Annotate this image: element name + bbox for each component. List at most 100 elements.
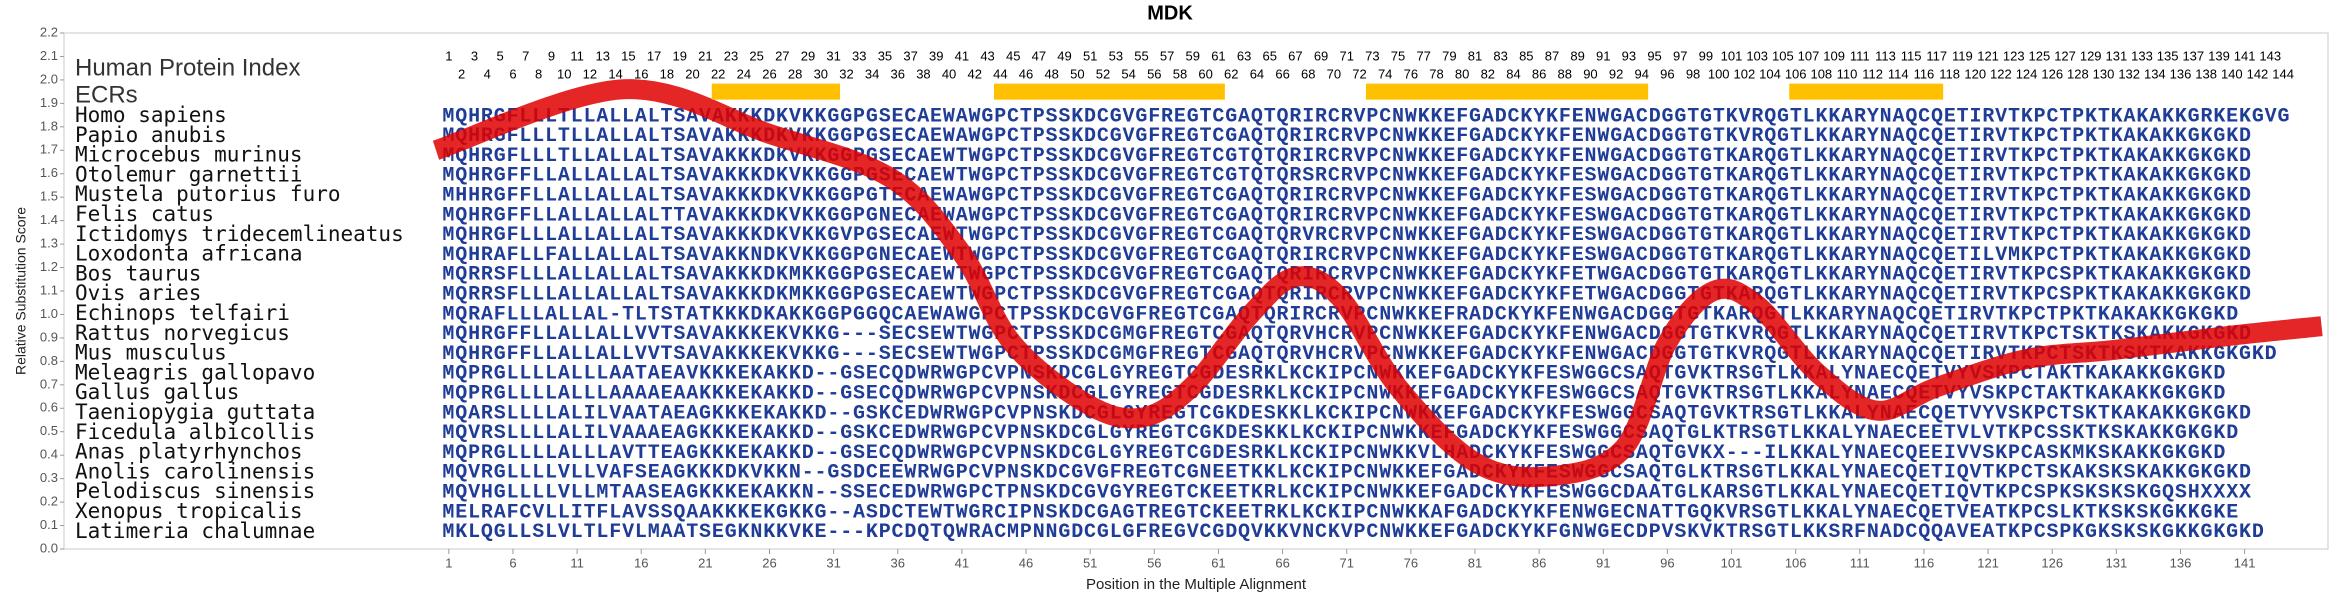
species-name: Echinops telfairi — [75, 301, 290, 325]
x-tick-label: 111 — [1850, 555, 1870, 570]
y-tick-label: 0.3 — [40, 470, 58, 485]
position-number: 54 — [1121, 66, 1135, 81]
x-tick-label: 71 — [1339, 555, 1353, 570]
ecr-bar — [711, 83, 841, 100]
position-number: 27 — [775, 48, 789, 63]
x-tick-label: 26 — [762, 555, 776, 570]
position-number: 28 — [788, 66, 802, 81]
position-number: 81 — [1468, 48, 1482, 63]
position-number: 116 — [1914, 66, 1935, 81]
y-tick-label: 2.2 — [40, 24, 58, 39]
position-number: 33 — [852, 48, 866, 63]
species-name: Latimeria chalumnae — [75, 519, 315, 543]
position-number: 119 — [1952, 48, 1973, 63]
position-number: 103 — [1746, 48, 1768, 63]
position-number: 88 — [1558, 66, 1572, 81]
sequence: MQPRGLLLLALLLAVTTEAGKKKEKAKKD--GSECQDWRW… — [442, 442, 2225, 465]
sequence: MQVRGLLLLVLLVAFSEAGKKKDKVKKN--GSDCEEWRWG… — [442, 462, 2251, 485]
position-number: 112 — [1862, 66, 1883, 81]
sequence: MQHRGFLLLTLLALLALTSAVAKKKDKVKKGGPGSECAEW… — [442, 145, 2251, 168]
position-number: 17 — [647, 48, 661, 63]
position-number: 125 — [2029, 48, 2051, 63]
position-number: 25 — [749, 48, 763, 63]
x-tick-label: 141 — [2234, 555, 2256, 570]
x-tick-label: 6 — [509, 555, 516, 570]
position-number: 96 — [1660, 66, 1674, 81]
species-name: Loxodonta africana — [75, 242, 303, 266]
position-number: 37 — [903, 48, 917, 63]
x-tick-label: 61 — [1211, 555, 1225, 570]
y-tick-label: 0.0 — [40, 540, 58, 555]
position-number: 15 — [621, 48, 635, 63]
y-tick-label: 1.4 — [40, 212, 58, 227]
species-name: Otolemur garnettii — [75, 162, 303, 186]
y-tick-label: 1.3 — [40, 236, 58, 251]
position-number: 11 — [570, 48, 584, 63]
position-number: 8 — [535, 66, 542, 81]
x-tick-label: 41 — [955, 555, 969, 570]
position-number: 49 — [1057, 48, 1071, 63]
position-number: 83 — [1493, 48, 1507, 63]
position-number: 143 — [2259, 48, 2281, 63]
position-number: 51 — [1083, 48, 1097, 63]
position-number: 98 — [1686, 66, 1700, 81]
position-number: 115 — [1901, 48, 1922, 63]
position-number: 93 — [1622, 48, 1636, 63]
position-number: 74 — [1378, 66, 1392, 81]
position-number: 122 — [1990, 66, 2012, 81]
sequence: MQRAFLLLALLAL-TLTSTATKKKDKAKKGGPGGQCAEWA… — [442, 303, 2238, 326]
position-number: 84 — [1506, 66, 1520, 81]
x-axis-title: Position in the Multiple Alignment — [1086, 576, 1307, 593]
position-number: 30 — [814, 66, 828, 81]
sequence: MELRAFCVLLITFLAVSSQAAKKKEKGKKG--ASDCTEWT… — [442, 501, 2238, 524]
position-number: 114 — [1888, 66, 1909, 81]
position-number: 52 — [1096, 66, 1110, 81]
species-name: Ovis aries — [75, 281, 201, 305]
position-number: 57 — [1160, 48, 1174, 63]
position-number: 134 — [2144, 66, 2166, 81]
position-number: 14 — [608, 66, 622, 81]
ecr-bar — [1365, 83, 1649, 100]
curve-layer — [432, 79, 2323, 488]
position-number: 132 — [2118, 66, 2140, 81]
position-number: 21 — [698, 48, 712, 63]
position-number: 87 — [1545, 48, 1559, 63]
position-number: 68 — [1301, 66, 1315, 81]
position-number: 70 — [1327, 66, 1341, 81]
species-name: Taeniopygia guttata — [75, 400, 315, 424]
x-tick-label: 116 — [1914, 555, 1935, 570]
position-number: 12 — [583, 66, 597, 81]
position-number: 95 — [1647, 48, 1661, 63]
sequence: MQPRGLLLLALLLAATAEAVKKKEKAKKD--GSECQDWRW… — [442, 363, 2225, 386]
position-number: 107 — [1798, 48, 1820, 63]
position-number: 1 — [445, 48, 452, 63]
position-number: 106 — [1785, 66, 1807, 81]
position-number: 109 — [1823, 48, 1845, 63]
position-number: 78 — [1429, 66, 1443, 81]
y-tick-label: 0.4 — [40, 447, 58, 462]
position-number: 133 — [2131, 48, 2153, 63]
position-number: 59 — [1186, 48, 1200, 63]
ecr-bar — [1789, 83, 1944, 100]
position-number: 127 — [2054, 48, 2076, 63]
alignment: Homo sapiens MQHRGFLLLTLLALLALTSAVAKKKDKV… — [75, 103, 2290, 544]
species-name: Papio anubis — [75, 123, 227, 147]
x-tick-label: 46 — [1019, 555, 1033, 570]
position-number: 9 — [548, 48, 555, 63]
position-number: 141 — [2234, 48, 2256, 63]
position-number: 80 — [1455, 66, 1469, 81]
ecr-label: ECRs — [75, 81, 138, 108]
position-number: 18 — [660, 66, 674, 81]
x-tick-label: 76 — [1404, 555, 1418, 570]
x-tick-label: 56 — [1147, 555, 1161, 570]
position-number: 39 — [929, 48, 943, 63]
position-number: 110 — [1837, 66, 1858, 81]
species-name: Rattus norvegicus — [75, 321, 290, 345]
position-number: 35 — [878, 48, 892, 63]
species-name: Pelodiscus sinensis — [75, 479, 315, 503]
position-number: 55 — [1134, 48, 1148, 63]
y-tick-label: 0.5 — [40, 423, 58, 438]
x-tick-label: 66 — [1275, 555, 1289, 570]
position-number: 24 — [737, 66, 751, 81]
